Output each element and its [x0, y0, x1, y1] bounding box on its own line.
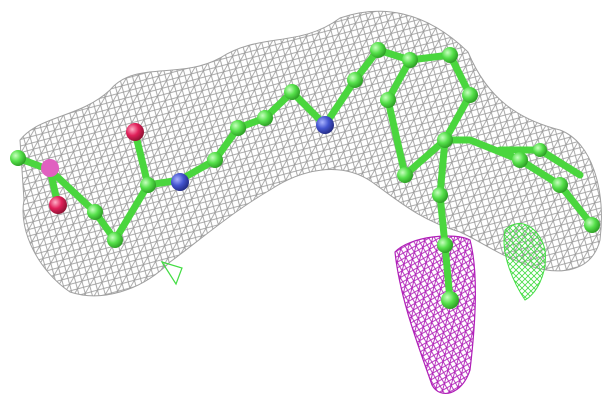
- magenta-density-mesh: [394, 235, 476, 394]
- atoms: [10, 42, 600, 309]
- gray-density-mesh: [19, 10, 602, 297]
- green-density-mesh: [160, 223, 546, 301]
